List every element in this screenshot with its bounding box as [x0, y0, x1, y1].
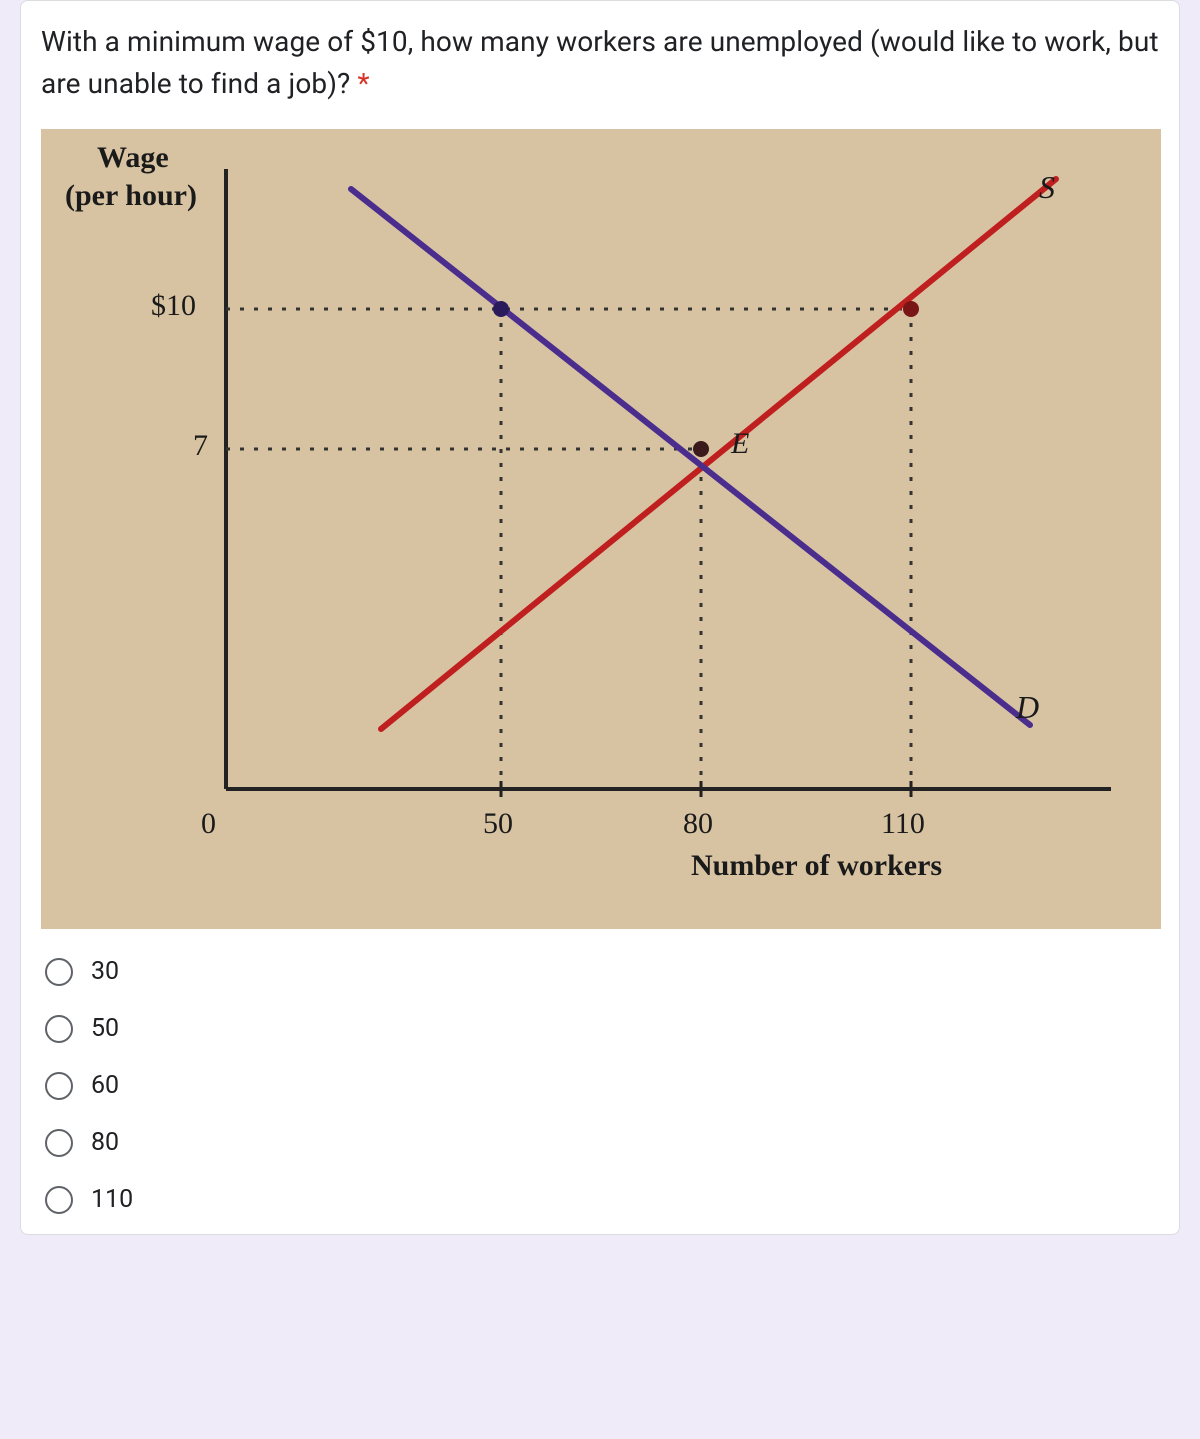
supply-label: S — [1039, 169, 1055, 206]
question-prompt: With a minimum wage of $10, how many wor… — [41, 21, 1159, 105]
option-60[interactable]: 60 — [45, 1071, 1159, 1100]
option-label: 110 — [91, 1185, 133, 1214]
prompt-text: With a minimum wage of $10, how many wor… — [41, 25, 1159, 100]
option-label: 60 — [91, 1071, 119, 1100]
option-label: 80 — [91, 1128, 119, 1157]
radio-icon — [45, 1186, 73, 1214]
radio-icon — [45, 1015, 73, 1043]
x-tick-110: 110 — [881, 807, 925, 841]
question-card: With a minimum wage of $10, how many wor… — [20, 0, 1180, 1235]
option-110[interactable]: 110 — [45, 1185, 1159, 1214]
point-supply-at-10 — [903, 301, 919, 317]
answer-options: 30 50 60 80 110 — [41, 957, 1159, 1214]
supply-demand-chart: Wage (per hour) $10 7 0 50 80 110 Number… — [41, 129, 1161, 929]
origin-label: 0 — [201, 807, 216, 841]
option-50[interactable]: 50 — [45, 1014, 1159, 1043]
radio-icon — [45, 1072, 73, 1100]
option-label: 50 — [91, 1014, 119, 1043]
y-axis-title: Wage — [97, 141, 169, 175]
option-label: 30 — [91, 957, 119, 986]
y-tick-10: $10 — [151, 289, 196, 323]
x-tick-50: 50 — [483, 807, 513, 841]
option-30[interactable]: 30 — [45, 957, 1159, 986]
x-tick-80: 80 — [683, 807, 713, 841]
radio-icon — [45, 1129, 73, 1157]
required-star: * — [350, 67, 369, 100]
point-equilibrium — [693, 441, 709, 457]
demand-label: D — [1016, 689, 1039, 726]
point-demand-at-10 — [493, 301, 509, 317]
option-80[interactable]: 80 — [45, 1128, 1159, 1157]
radio-icon — [45, 958, 73, 986]
x-axis-title: Number of workers — [691, 849, 942, 883]
y-axis-subtitle: (per hour) — [65, 179, 197, 213]
equilibrium-label: E — [731, 427, 749, 461]
y-tick-7: 7 — [193, 429, 208, 463]
